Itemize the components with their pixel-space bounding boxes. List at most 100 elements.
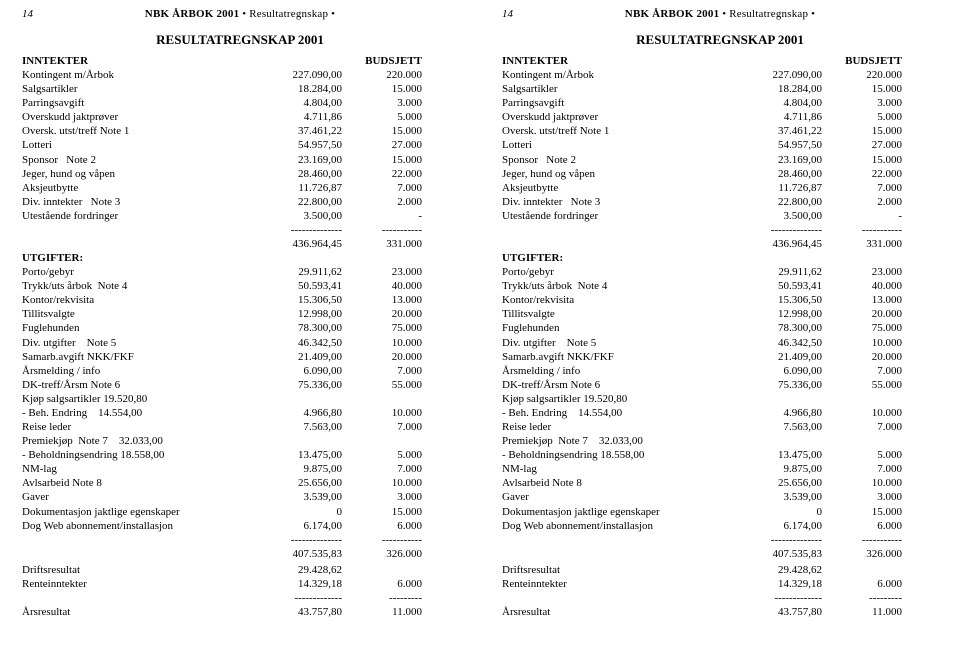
row-amount: 18.284,00 bbox=[232, 82, 342, 96]
row-label: Samarb.avgift NKK/FKF bbox=[502, 350, 712, 364]
table-row: Oversk. utst/treff Note 137.461,2215.000 bbox=[22, 124, 458, 138]
row-budget: 27.000 bbox=[822, 138, 902, 152]
row-amount: 54.957,50 bbox=[712, 138, 822, 152]
inntekter-total: 436.964,45 331.000 bbox=[22, 237, 458, 251]
row-budget: 7.000 bbox=[822, 364, 902, 378]
table-row: Dog Web abonnement/installasjon6.174,006… bbox=[22, 519, 458, 533]
row-label: Kontor/rekvisita bbox=[22, 293, 232, 307]
renteinntekter: Renteinntekter 14.329,18 6.000 bbox=[22, 577, 458, 591]
row-amount bbox=[232, 392, 342, 406]
row-label: - Beh. Endring 14.554,00 bbox=[502, 406, 712, 420]
row-amount: 0 bbox=[712, 505, 822, 519]
row-label: Kontingent m/Årbok bbox=[502, 68, 712, 82]
row-budget bbox=[822, 434, 902, 448]
row-label: DK-treff/Årsm Note 6 bbox=[22, 378, 232, 392]
column-heads: INNTEKTER BUDSJETT bbox=[22, 54, 458, 68]
row-label: Sponsor Note 2 bbox=[502, 153, 712, 167]
row-label: Tillitsvalgte bbox=[502, 307, 712, 321]
table-row: Tillitsvalgte12.998,0020.000 bbox=[22, 307, 458, 321]
col-right: BUDSJETT bbox=[342, 54, 422, 68]
row-amount: 6.174,00 bbox=[712, 519, 822, 533]
utgifter-total: 407.535,83 326.000 bbox=[22, 547, 458, 561]
row-budget: 15.000 bbox=[342, 505, 422, 519]
column-heads: INNTEKTER BUDSJETT bbox=[502, 54, 938, 68]
table-row: DK-treff/Årsm Note 675.336,0055.000 bbox=[22, 378, 458, 392]
row-label: Trykk/uts årbok Note 4 bbox=[22, 279, 232, 293]
col-left: INNTEKTER bbox=[22, 54, 232, 68]
book-title-rest: • Resultatregnskap • bbox=[239, 8, 335, 20]
row-amount: 12.998,00 bbox=[232, 307, 342, 321]
row-amount: 15.306,50 bbox=[232, 293, 342, 307]
row-budget: 220.000 bbox=[342, 68, 422, 82]
table-row: Trykk/uts årbok Note 450.593,4140.000 bbox=[502, 279, 938, 293]
row-budget: 7.000 bbox=[342, 181, 422, 195]
row-amount: 4.804,00 bbox=[232, 96, 342, 110]
table-row: Trykk/uts årbok Note 450.593,4140.000 bbox=[22, 279, 458, 293]
row-label: Avlsarbeid Note 8 bbox=[22, 476, 232, 490]
col-right: BUDSJETT bbox=[822, 54, 902, 68]
row-budget: 7.000 bbox=[342, 462, 422, 476]
aarsresultat: Årsresultat 43.757,80 11.000 bbox=[502, 605, 938, 619]
row-amount: 13.475,00 bbox=[232, 448, 342, 462]
row-amount: 7.563,00 bbox=[712, 420, 822, 434]
col-mid bbox=[712, 54, 822, 68]
bottom-separator: ------------- --------- bbox=[22, 591, 458, 605]
table-row: Premiekjøp Note 7 32.033,00 bbox=[502, 434, 938, 448]
row-budget: 23.000 bbox=[822, 265, 902, 279]
col-mid bbox=[232, 54, 342, 68]
row-amount: 50.593,41 bbox=[232, 279, 342, 293]
row-budget bbox=[822, 392, 902, 406]
table-row: Avlsarbeid Note 825.656,0010.000 bbox=[502, 476, 938, 490]
row-label: NM-lag bbox=[502, 462, 712, 476]
row-budget: 15.000 bbox=[342, 153, 422, 167]
inntekter-separator: -------------- ----------- bbox=[22, 223, 458, 237]
aarsresultat: Årsresultat 43.757,80 11.000 bbox=[22, 605, 458, 619]
row-amount: 21.409,00 bbox=[232, 350, 342, 364]
row-budget: 15.000 bbox=[822, 505, 902, 519]
row-label: Gaver bbox=[22, 490, 232, 504]
table-row: Salgsartikler18.284,0015.000 bbox=[502, 82, 938, 96]
row-budget: 23.000 bbox=[342, 265, 422, 279]
utgifter-head: UTGIFTER: bbox=[502, 251, 938, 265]
row-budget: 2.000 bbox=[822, 195, 902, 209]
row-budget: 5.000 bbox=[822, 448, 902, 462]
row-label: Dokumentasjon jaktlige egenskaper bbox=[502, 505, 712, 519]
table-row: Dokumentasjon jaktlige egenskaper015.000 bbox=[22, 505, 458, 519]
row-label: Jeger, hund og våpen bbox=[502, 167, 712, 181]
table-row: Gaver3.539,003.000 bbox=[22, 490, 458, 504]
row-label: Tillitsvalgte bbox=[22, 307, 232, 321]
row-label: Sponsor Note 2 bbox=[22, 153, 232, 167]
row-amount: 28.460,00 bbox=[712, 167, 822, 181]
table-row: Lotteri54.957,5027.000 bbox=[22, 138, 458, 152]
row-amount: 3.500,00 bbox=[232, 209, 342, 223]
row-budget: 20.000 bbox=[342, 350, 422, 364]
row-budget: 27.000 bbox=[342, 138, 422, 152]
row-amount: 29.911,62 bbox=[712, 265, 822, 279]
table-row: Div. utgifter Note 546.342,5010.000 bbox=[502, 336, 938, 350]
row-amount: 23.169,00 bbox=[712, 153, 822, 167]
row-budget: 5.000 bbox=[822, 110, 902, 124]
table-row: Kjøp salgsartikler 19.520,80 bbox=[22, 392, 458, 406]
table-row: Dog Web abonnement/installasjon6.174,006… bbox=[502, 519, 938, 533]
row-amount: 6.174,00 bbox=[232, 519, 342, 533]
row-budget: 6.000 bbox=[342, 519, 422, 533]
table-row: Dokumentasjon jaktlige egenskaper015.000 bbox=[502, 505, 938, 519]
table-row: Overskudd jaktprøver4.711,865.000 bbox=[22, 110, 458, 124]
row-amount: 4.711,86 bbox=[232, 110, 342, 124]
table-row: Aksjeutbytte11.726,877.000 bbox=[502, 181, 938, 195]
table-row: Kontingent m/Årbok227.090,00220.000 bbox=[502, 68, 938, 82]
row-label: Lotteri bbox=[22, 138, 232, 152]
page-header: 14 NBK ÅRBOK 2001 • Resultatregnskap • bbox=[502, 8, 938, 20]
utgifter-rows: Porto/gebyr29.911,6223.000Trykk/uts årbo… bbox=[502, 265, 938, 532]
table-row: Gaver3.539,003.000 bbox=[502, 490, 938, 504]
utgifter-rows: Porto/gebyr29.911,6223.000Trykk/uts årbo… bbox=[22, 265, 458, 532]
row-amount: 13.475,00 bbox=[712, 448, 822, 462]
table-row: Avlsarbeid Note 825.656,0010.000 bbox=[22, 476, 458, 490]
row-label: Utestående fordringer bbox=[22, 209, 232, 223]
row-label: Overskudd jaktprøver bbox=[22, 110, 232, 124]
row-amount: 37.461,22 bbox=[232, 124, 342, 138]
row-amount: 0 bbox=[232, 505, 342, 519]
row-label: Årsmelding / info bbox=[502, 364, 712, 378]
row-budget: 7.000 bbox=[342, 420, 422, 434]
row-label: Utestående fordringer bbox=[502, 209, 712, 223]
